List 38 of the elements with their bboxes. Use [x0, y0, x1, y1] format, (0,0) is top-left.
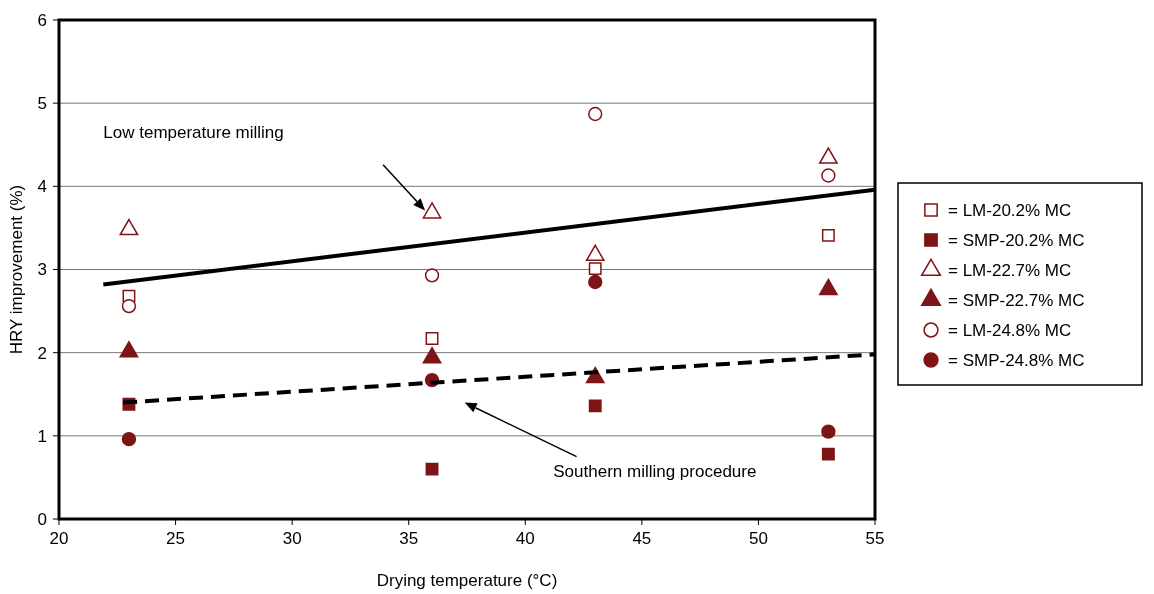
x-tick-label: 20 [49, 529, 69, 548]
x-axis-title: Drying temperature (°C) [376, 571, 558, 590]
legend-label: = SMP-22.7% MC [948, 290, 1085, 310]
legend-label: = SMP-24.8% MC [948, 350, 1085, 370]
legend-label: = LM-20.2% MC [948, 200, 1072, 220]
x-tick-label: 40 [515, 529, 535, 548]
x-tick-label: 25 [166, 529, 186, 548]
point [821, 424, 836, 439]
point [424, 268, 440, 283]
point [588, 399, 602, 413]
point [588, 274, 603, 290]
point [121, 298, 137, 314]
y-tick-label: 0 [37, 509, 47, 529]
point [821, 447, 835, 461]
point [821, 228, 835, 242]
point [588, 262, 602, 276]
y-tick-label: 1 [37, 426, 47, 446]
annotation: Low temperature milling [103, 123, 284, 143]
legend-label: = SMP-20.2% MC [948, 230, 1085, 250]
x-tick-label: 50 [748, 529, 768, 548]
point [425, 462, 439, 476]
y-tick-label: 2 [37, 343, 47, 363]
y-tick-label: 3 [37, 260, 47, 280]
x-tick-label: 45 [632, 529, 652, 548]
y-tick-label: 6 [37, 10, 47, 30]
legend-label: = LM-22.7% MC [948, 260, 1072, 280]
x-tick-label: 35 [399, 529, 419, 548]
y-tick-label: 4 [37, 177, 47, 197]
point [121, 431, 137, 447]
point [588, 106, 603, 122]
legend-label: = LM-24.8% MC [948, 320, 1072, 340]
x-tick-label: 55 [865, 529, 885, 548]
point [821, 168, 836, 183]
point [425, 332, 439, 345]
y-tick-label: 5 [37, 94, 47, 114]
y-axis-title: HRY improvement (%) [7, 184, 26, 355]
x-tick-label: 30 [282, 529, 302, 548]
annotation: Southern milling procedure [553, 462, 757, 482]
